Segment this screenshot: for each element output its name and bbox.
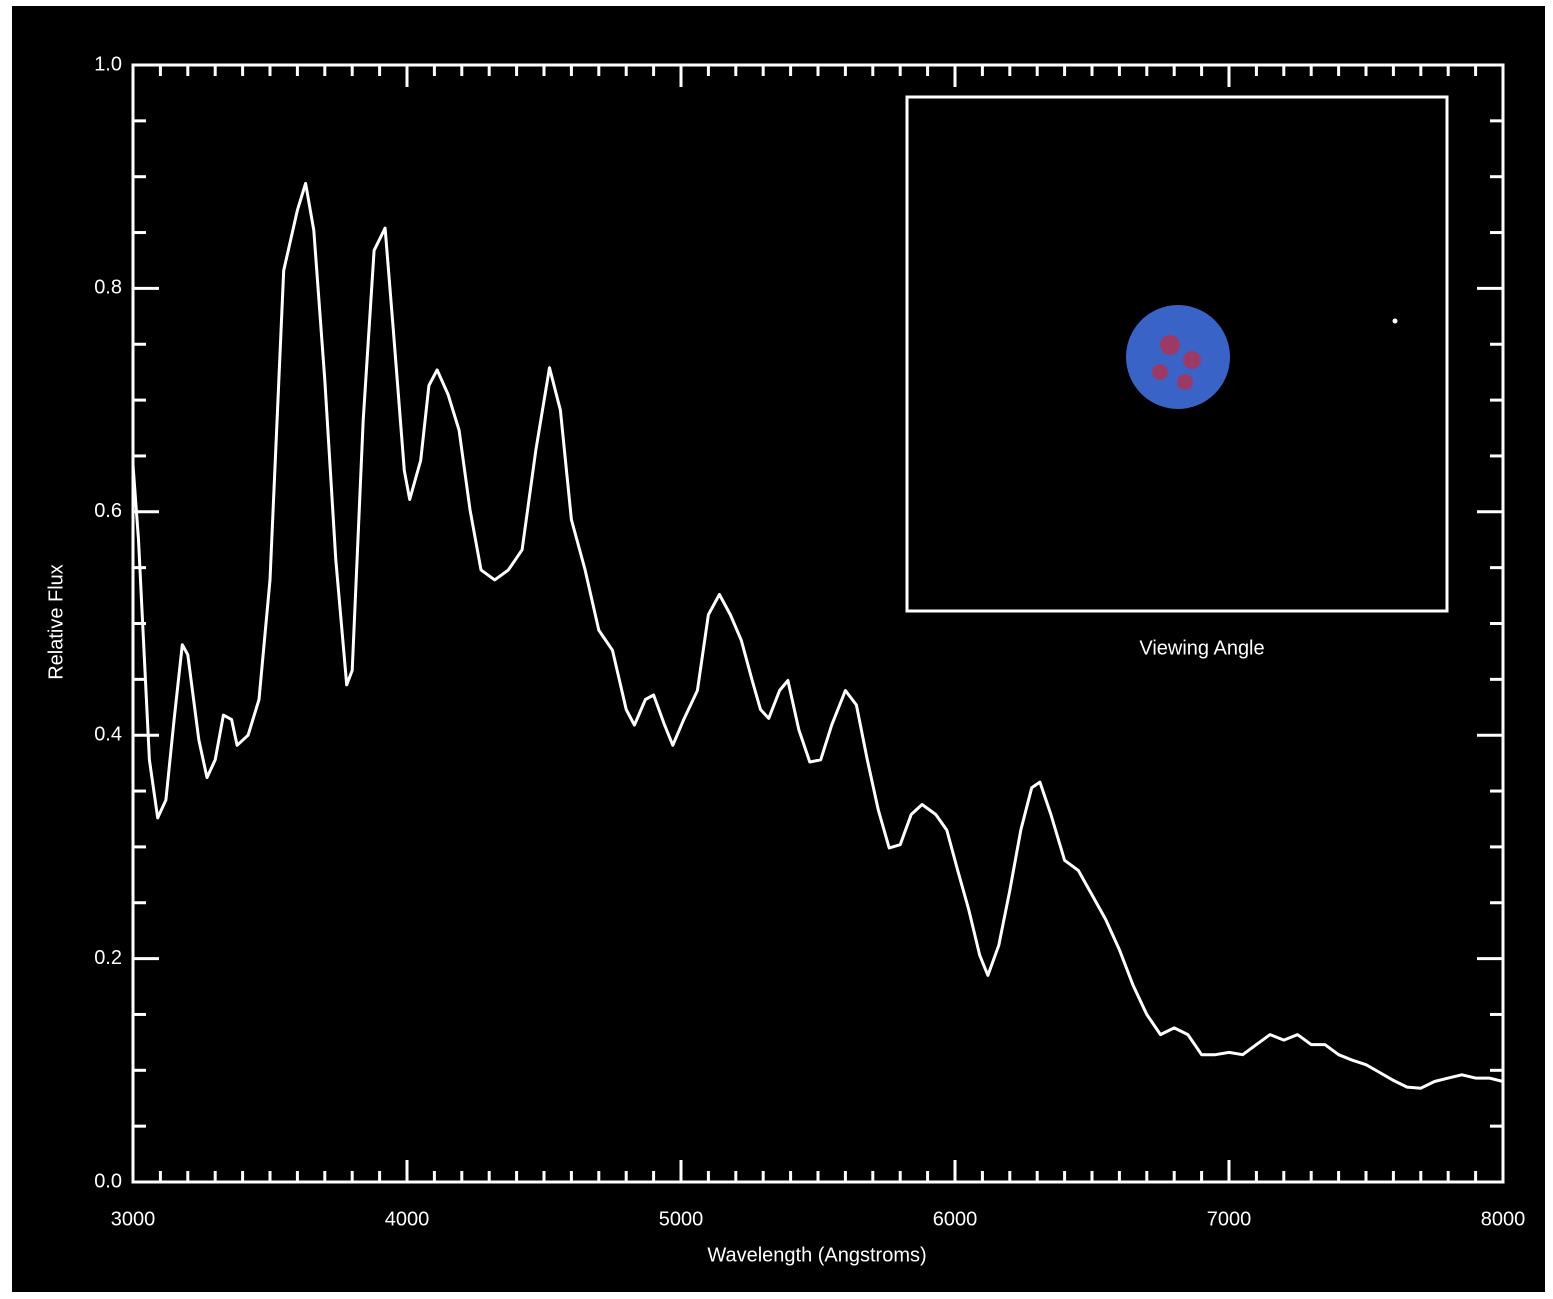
inset-blob-spot — [1183, 351, 1201, 369]
x-tick-label: 7000 — [1207, 1208, 1252, 1230]
inset-dot — [1392, 318, 1398, 324]
inset-blob — [1126, 305, 1230, 409]
x-tick-label: 4000 — [385, 1208, 430, 1230]
inset-blob-spot — [1152, 364, 1168, 380]
x-axis-label: Wavelength (Angstroms) — [707, 1244, 926, 1266]
inset-blob-spot — [1160, 335, 1180, 355]
y-tick-label: 0.8 — [94, 277, 122, 299]
y-tick-label: 1.0 — [94, 53, 122, 75]
y-tick-label: 0.0 — [94, 1170, 122, 1192]
x-tick-label: 3000 — [111, 1208, 156, 1230]
background — [12, 6, 1545, 1292]
spectrum-line — [131, 181, 1504, 1090]
inset-label: Viewing Angle — [1139, 637, 1264, 659]
x-tick-label: 6000 — [933, 1208, 978, 1230]
y-axis-label: Relative Flux — [45, 564, 67, 680]
inset: Viewing Angle — [905, 95, 1449, 659]
x-tick-label: 5000 — [659, 1208, 704, 1230]
y-tick-label: 0.6 — [94, 500, 122, 522]
inset-frame — [905, 95, 1449, 613]
y-tick-label: 0.4 — [94, 723, 122, 745]
y-tick-label: 0.2 — [94, 947, 122, 969]
inset-blob-spot — [1177, 374, 1193, 390]
x-tick-label: 8000 — [1481, 1208, 1526, 1230]
